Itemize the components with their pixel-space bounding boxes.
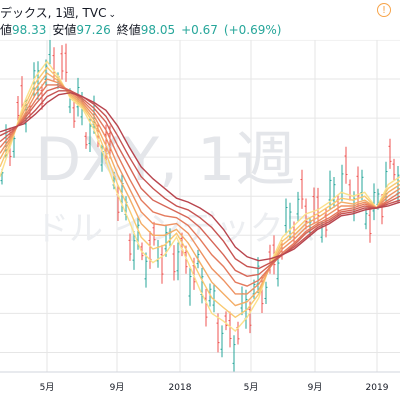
price-bar: [72, 101, 76, 128]
price-bar: [176, 242, 180, 281]
time-axis: 5月 9月 2018 5月 9月 2019: [0, 371, 400, 400]
price-bar: [152, 221, 156, 246]
x-tick-label: 2018: [169, 383, 192, 393]
ohlc-readout: 値98.33 安値97.26 終値98.05 +0.67 (+0.69%): [0, 21, 281, 38]
ma-line: [0, 91, 400, 262]
price-bar: [172, 245, 176, 281]
ma-ribbon: [0, 60, 400, 332]
price-bar: [276, 255, 280, 287]
price-bar: [344, 146, 348, 184]
close-value: 98.05: [140, 23, 176, 37]
price-bar: [128, 233, 132, 261]
alert-icon[interactable]: !: [377, 3, 391, 17]
price-bar: [132, 231, 136, 270]
price-bar: [84, 132, 88, 149]
price-bar: [60, 45, 64, 80]
symbol-title[interactable]: デックス, 1週, TVC ⌄: [0, 4, 116, 21]
price-bar: [356, 166, 360, 206]
x-tick-label: 9月: [308, 382, 323, 393]
price-bar: [164, 224, 168, 257]
price-bar: [16, 96, 20, 123]
ma-line: [0, 86, 400, 278]
close-label: 終値: [116, 23, 141, 37]
high-label: 値: [0, 23, 13, 37]
watermark: DXY, 1週 ドル インデックス: [35, 125, 317, 249]
price-bar: [228, 311, 232, 348]
price-bar: [388, 138, 392, 169]
watermark-symbol: DXY, 1週: [35, 125, 295, 195]
price-bar: [284, 198, 288, 235]
high-value: 98.33: [12, 23, 47, 37]
price-bar: [248, 301, 252, 334]
price-bar: [220, 325, 224, 358]
price-bar: [216, 313, 220, 353]
price-bar: [144, 252, 148, 288]
price-bar: [204, 288, 208, 327]
price-bar: [232, 335, 236, 373]
price-bar: [188, 266, 192, 306]
price-bar: [392, 158, 396, 180]
price-bar: [224, 311, 228, 331]
price-bar: [348, 179, 352, 201]
x-tick-label: 9月: [110, 382, 125, 393]
price-bar: [236, 321, 240, 345]
change-value: +0.67: [181, 23, 218, 37]
time-axis-bg: [0, 372, 400, 400]
price-bar: [240, 286, 244, 316]
price-bar: [372, 183, 376, 221]
price-bar: [360, 169, 364, 201]
price-bar: [364, 208, 368, 230]
change-percent: (+0.69%): [223, 23, 282, 37]
symbol-title-text: デックス, 1週, TVC: [0, 6, 107, 20]
price-bar: [264, 281, 268, 305]
x-tick-label: 2019: [366, 383, 389, 393]
chart-legend: デックス, 1週, TVC ⌄ 値98.33 安値97.26 終値98.05 +0.67…: [0, 0, 400, 40]
price-bar: [212, 283, 216, 313]
x-tick-label: 5月: [40, 382, 55, 393]
price-bar: [160, 244, 164, 284]
price-bar: [64, 43, 68, 82]
price-bar: [368, 206, 372, 243]
price-bar: [328, 170, 332, 210]
ma-line: [0, 90, 400, 270]
low-value: 97.26: [76, 23, 111, 37]
price-bar: [296, 191, 300, 222]
price-bar: [200, 267, 204, 304]
price-bar: [316, 187, 320, 225]
chevron-down-icon[interactable]: ⌄: [108, 10, 116, 20]
low-label: 安値: [52, 23, 77, 37]
price-bar: [300, 169, 304, 209]
x-tick-label: 5月: [244, 382, 259, 393]
